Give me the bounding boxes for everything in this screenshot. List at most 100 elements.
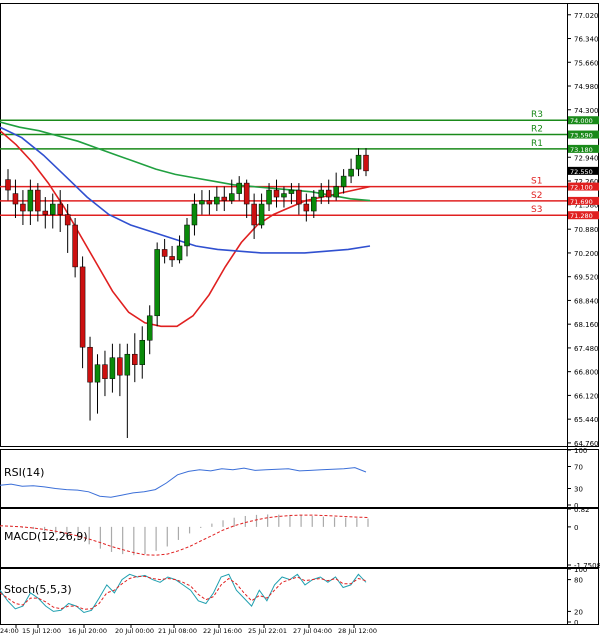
candle-body (102, 364, 108, 379)
candle-body (266, 189, 272, 205)
level-label-s3: S3 (531, 205, 542, 215)
stochastic-panel: Stoch(5,5,3) 100 80 20 0 (0, 566, 587, 627)
candle-body (229, 193, 235, 201)
candle-body (109, 357, 116, 379)
candle-body (311, 196, 317, 212)
pivot-levels: R3 74.000 R2 73.590 R1 73.180 S1 72.100 S2 71.690… (0, 110, 599, 220)
price-tick-label: 75.660 (574, 59, 599, 67)
candle-body (57, 203, 63, 215)
price-tick-label: 77.020 (574, 12, 599, 20)
price-tick-label: 65.440 (574, 416, 599, 424)
candle-body (340, 175, 347, 187)
current-price-tag: 72.550 (568, 166, 599, 176)
candle-body (296, 189, 302, 205)
indicator-tick-label: 0.82 (574, 506, 590, 514)
level-tag-s2: 71.690 (570, 198, 593, 206)
price-tick-label: 68.840 (574, 297, 599, 305)
level-tag-bg-r3 (568, 116, 599, 125)
rsi-title: RSI(14) (4, 466, 44, 479)
candle-body (72, 224, 78, 268)
candle-body (161, 249, 168, 257)
price-tick-label: 72.260 (574, 178, 599, 186)
indicator-tick-label: 0 (574, 502, 578, 510)
candle-body (64, 214, 71, 226)
panel-frame-2 (0, 508, 599, 568)
indicator-tick-label: 70 (574, 464, 583, 472)
stoch-title: Stoch(5,5,3) (4, 583, 72, 596)
candle-body (355, 154, 362, 170)
candle-body (42, 210, 49, 215)
level-tag-r1: 73.180 (570, 146, 593, 154)
level-label-s1: S1 (531, 177, 542, 187)
candle-body (169, 256, 175, 261)
indicator-tick-label: 80 (574, 577, 583, 585)
candle-body (221, 196, 228, 201)
candle-body (176, 245, 183, 261)
price-axis: 77.02076.34075.66074.98074.30073.62072.9… (567, 12, 599, 448)
level-tag-bg-s3 (568, 211, 599, 220)
stoch-line-1 (0, 575, 367, 610)
candle-body (87, 346, 93, 383)
price-tick-label: 72.940 (574, 154, 599, 162)
moving-averages (0, 121, 371, 328)
ma-line-ma-slow (0, 121, 371, 202)
macd-signal-line (0, 514, 369, 556)
macd-title: MACD(12,26,9) (4, 530, 88, 543)
time-tick-label: 28 Jul 12:00 (338, 627, 377, 635)
candle-body (325, 189, 332, 198)
candle-body (348, 168, 354, 177)
time-tick-label: 22 Jul 16:00 (203, 627, 242, 635)
candles (5, 148, 369, 439)
level-label-s2: S2 (531, 191, 542, 201)
macd-panel: MACD(12,26,9) 0.82 0 -1.7508 (0, 506, 600, 570)
stoch-line-0 (0, 573, 367, 614)
time-tick-label: 25 Jul 22:01 (248, 627, 287, 635)
candle-body (12, 193, 19, 205)
candle-body (333, 186, 339, 198)
level-label-r1: R1 (531, 139, 543, 149)
panel-frame-3 (0, 568, 599, 625)
candle-body (117, 357, 123, 376)
indicator-tick-label: 0 (574, 524, 578, 532)
time-tick-label: 21 Jul 08:00 (158, 627, 197, 635)
candle-body (184, 224, 190, 247)
candle-body (27, 189, 34, 212)
candle-body (281, 193, 287, 198)
ma-line-ma-fast (0, 130, 371, 328)
time-axis: 24:00 15 Jul 12:00 16 Jul 20:00 20 Jul 00:0… (0, 624, 377, 635)
candle-body (303, 203, 310, 212)
candle-body (206, 200, 213, 205)
candle-body (251, 203, 257, 226)
level-tag-s3: 71.280 (570, 212, 593, 220)
level-tag-bg-r2 (568, 130, 599, 139)
candle-body (243, 182, 250, 205)
rsi-panel: RSI(14) 100 70 30 0 (0, 447, 587, 510)
rsi-line (0, 467, 367, 498)
price-tick-label: 74.300 (574, 107, 599, 115)
level-tag-bg-s1 (568, 182, 599, 191)
price-tick-label: 67.480 (574, 345, 599, 353)
candle-body (132, 353, 138, 365)
price-tick-label: 71.580 (574, 202, 599, 210)
current-price-tag-bg (568, 166, 599, 175)
price-tick-label: 74.980 (574, 83, 599, 91)
candle-body (318, 189, 324, 198)
current-price-tag-label: 72.550 (570, 168, 593, 176)
indicator-tick-label: 20 (574, 608, 583, 616)
time-tick-label: 16 Jul 20:00 (68, 627, 107, 635)
price-tick-label: 70.200 (574, 250, 599, 258)
candle-body (35, 189, 41, 212)
price-tick-label: 64.760 (574, 440, 599, 448)
time-tick-label: 15 Jul 12:00 (22, 627, 61, 635)
level-tag-s1: 72.100 (570, 184, 593, 192)
candle-body (258, 203, 265, 226)
candle-body (124, 353, 131, 376)
level-tag-bg-r1 (568, 144, 599, 153)
time-tick-label: 20 Jul 00:00 (115, 627, 154, 635)
indicator-tick-label: 100 (574, 566, 587, 574)
level-tag-r2: 73.590 (570, 132, 593, 140)
candle-body (146, 315, 153, 341)
candle-body (214, 196, 220, 205)
candle-body (94, 364, 101, 383)
